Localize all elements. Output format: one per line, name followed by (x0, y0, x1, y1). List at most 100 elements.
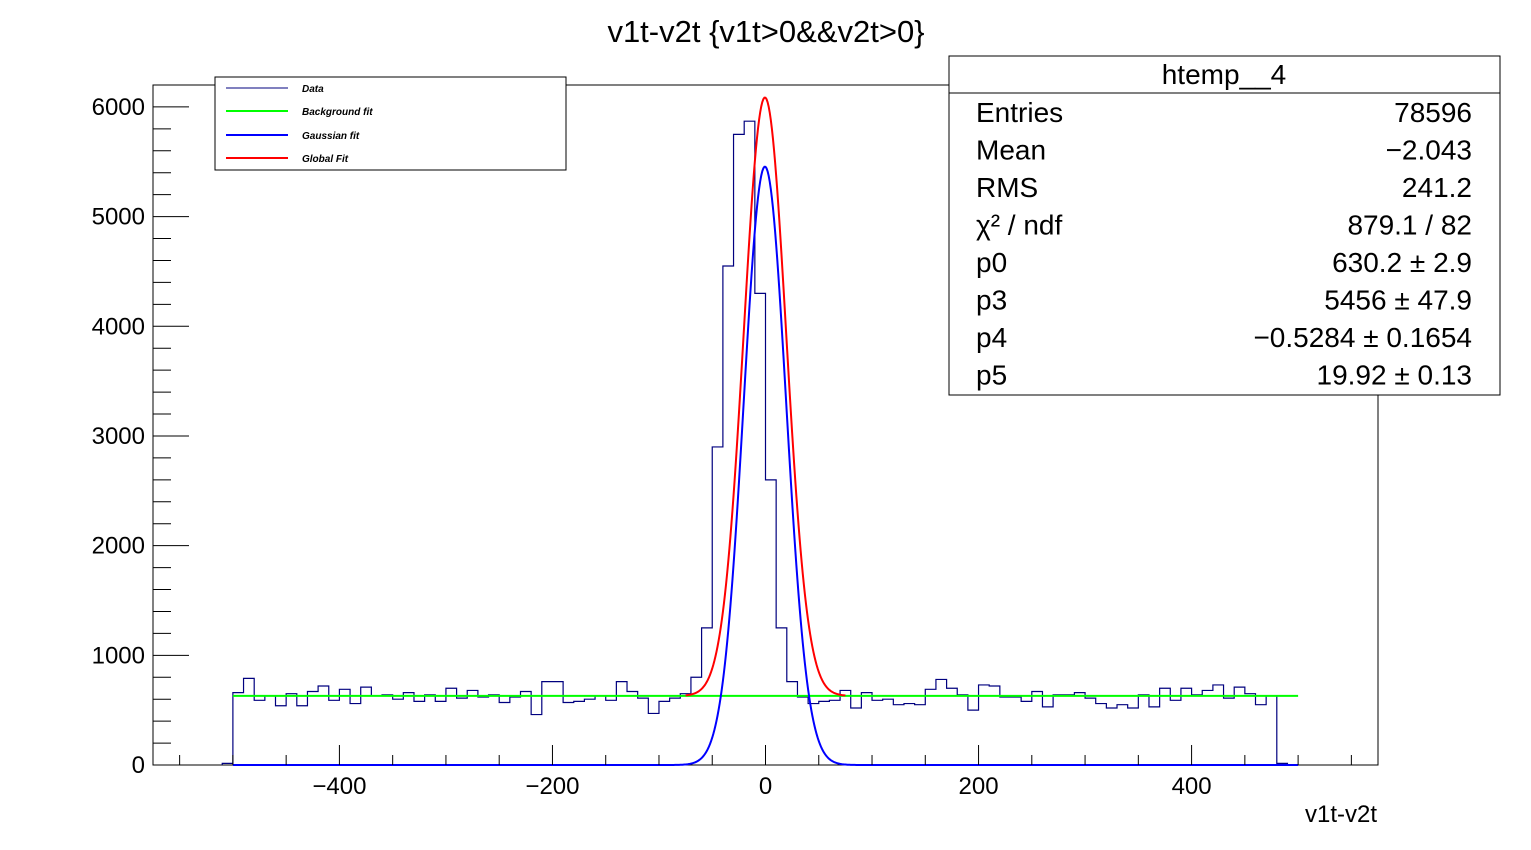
stats-value: −0.5284 ± 0.1654 (1253, 322, 1472, 353)
histogram-bin (339, 689, 350, 765)
histogram-bin (659, 701, 670, 765)
stats-value: 630.2 ± 2.9 (1332, 247, 1472, 278)
histogram-bin (574, 701, 585, 765)
histogram-bin (1160, 688, 1171, 765)
y-tick-label: 0 (132, 752, 145, 779)
histogram-bin (414, 701, 425, 765)
x-tick-label: 200 (959, 773, 999, 800)
histogram-bin (851, 708, 862, 765)
histogram-bin (1085, 698, 1096, 765)
histogram-bin (766, 480, 777, 765)
histogram-bin (1074, 693, 1085, 765)
legend-entry-gaussian-fit: Gaussian fit (302, 131, 360, 142)
histogram-bin (457, 698, 468, 765)
histogram-bin (467, 690, 478, 765)
stats-value: 78596 (1394, 97, 1472, 128)
histogram-bin (904, 704, 915, 765)
histogram-bin (552, 682, 563, 765)
y-tick-label: 3000 (92, 423, 145, 450)
histogram-outline (221, 120, 1289, 765)
histogram-bin (648, 713, 659, 765)
histogram-bin (521, 692, 532, 765)
histogram-bin (222, 763, 233, 765)
stats-label: p3 (976, 285, 1007, 316)
histogram-bin (1000, 697, 1011, 765)
stats-label: χ² / ndf (976, 210, 1063, 241)
stats-value: 5456 ± 47.9 (1324, 285, 1472, 316)
y-tick-label: 4000 (92, 313, 145, 340)
histogram-bin (734, 134, 745, 765)
histogram-bin (1042, 707, 1053, 765)
x-tick-label: −200 (525, 773, 579, 800)
histogram-bin (403, 693, 414, 765)
histogram-bin (936, 679, 947, 765)
stats-label: p4 (976, 322, 1007, 353)
histogram-bin (1128, 708, 1139, 765)
x-tick-label: −400 (312, 773, 366, 800)
histogram-bin (318, 686, 329, 765)
histogram-bin (531, 715, 542, 765)
legend-entry-global-fit: Global Fit (302, 154, 349, 165)
histogram-bin (1213, 685, 1224, 765)
histogram-bin (542, 682, 553, 765)
stats-rows: Entries 78596 Mean −2.043 RMS 241.2 χ² / ndf 87… (976, 97, 1472, 391)
histogram-bin (744, 121, 755, 765)
legend-entry-background-fit: Background fit (302, 107, 373, 118)
histogram-bin (680, 694, 691, 765)
histogram-bin (276, 706, 287, 765)
histogram-bin (265, 696, 276, 765)
histogram-bin (595, 696, 606, 765)
histogram-bin (1256, 705, 1267, 765)
histogram-bin (638, 698, 649, 765)
histogram-bin (1224, 698, 1235, 765)
histogram-bin (446, 688, 457, 765)
histogram-bin (925, 689, 936, 765)
histogram-bin (435, 701, 446, 765)
histogram-bin (872, 700, 883, 765)
histogram-bin (510, 697, 521, 765)
stats-value: 879.1 / 82 (1347, 210, 1472, 241)
axes: 0 1000 2000 3000 4000 5000 6000 −400 −200 0 200 400 (92, 94, 1352, 800)
histogram-bin (499, 702, 510, 765)
histogram-bin (233, 693, 244, 765)
histogram-bin (979, 685, 990, 765)
y-tick-label: 5000 (92, 204, 145, 231)
histogram-bin (1117, 705, 1128, 765)
histogram-bin (254, 700, 265, 765)
y-tick-label: 1000 (92, 642, 145, 669)
histogram-bin (957, 695, 968, 765)
histogram-bin (1021, 701, 1032, 765)
histogram-bin (883, 699, 894, 765)
histogram-bin (797, 697, 808, 765)
histogram-bin (563, 702, 574, 765)
stats-value: 19.92 ± 0.13 (1317, 360, 1473, 391)
histogram-bin (1096, 704, 1107, 765)
stats-value: 241.2 (1402, 172, 1472, 203)
histogram-bin (1032, 692, 1043, 765)
stats-label: p0 (976, 247, 1007, 278)
histogram-bin (1106, 708, 1117, 765)
histogram-bin (1202, 690, 1213, 765)
histogram-bin (627, 692, 638, 765)
histogram-bin (361, 687, 372, 765)
histogram-bin (371, 696, 382, 765)
legend-entry-data: Data (302, 84, 324, 95)
y-tick-label: 2000 (92, 533, 145, 560)
histogram-bin (1234, 687, 1245, 765)
histogram-bin (968, 710, 979, 765)
legend: Data Background fit Gaussian fit Global … (214, 76, 567, 171)
histogram-bin (307, 692, 318, 765)
histogram-bin (606, 700, 617, 765)
global-fit-curve (685, 96, 846, 697)
histogram-bin (1266, 696, 1277, 765)
histogram-bin (350, 704, 361, 765)
stats-label: Entries (976, 97, 1063, 128)
histogram-bin (670, 698, 681, 765)
histogram-bin (947, 688, 958, 765)
histogram-bin (286, 694, 297, 765)
histogram-bin (478, 697, 489, 765)
histogram-bin (1149, 707, 1160, 765)
fit-curves (232, 96, 1299, 766)
gaussian-fit-curve (232, 165, 1299, 766)
